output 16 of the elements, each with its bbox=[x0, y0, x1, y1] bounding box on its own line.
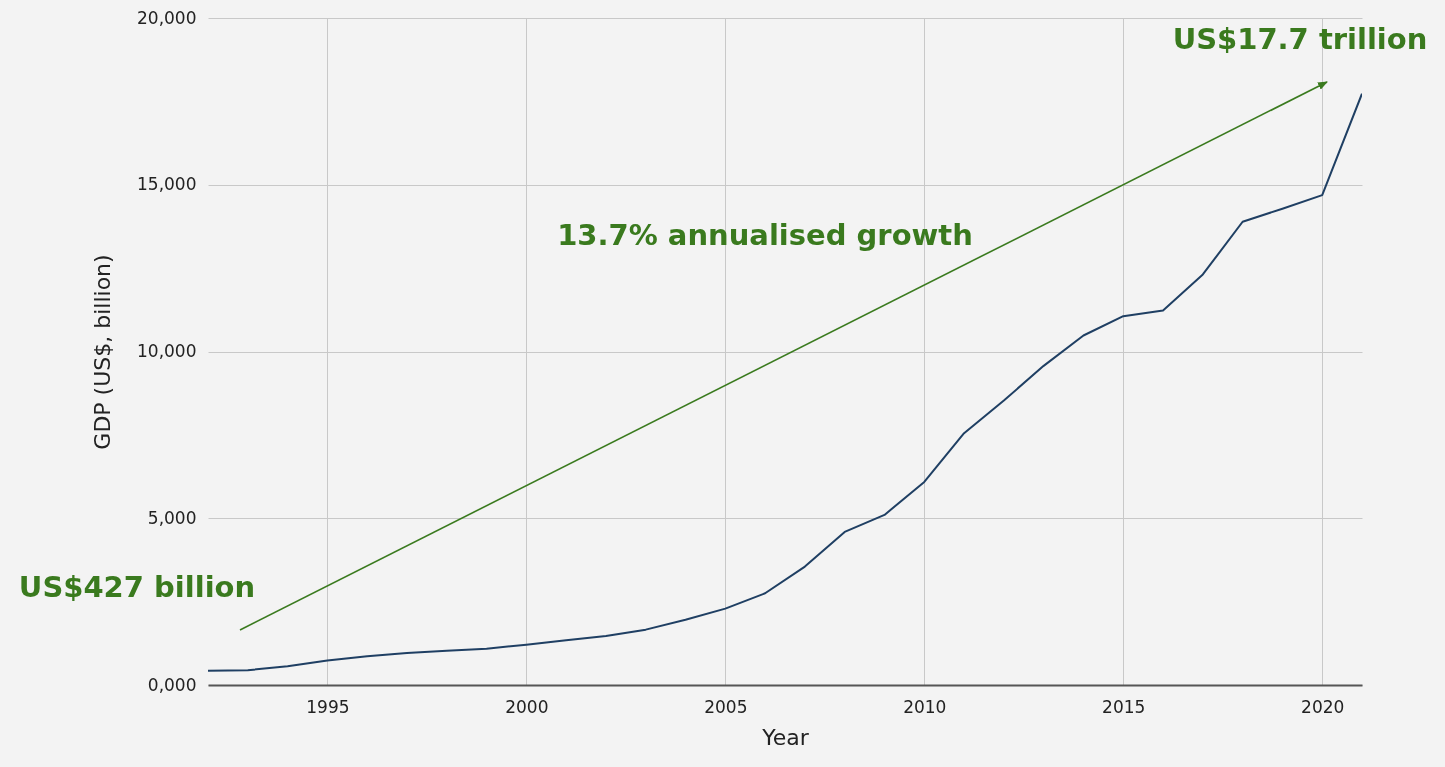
x-tick-label: 1995 bbox=[306, 696, 350, 717]
y-axis-title: GDP (US$, billion) bbox=[90, 254, 116, 450]
y-tick-label: 20,000 bbox=[137, 7, 197, 28]
y-tick-label: 5,000 bbox=[147, 507, 197, 528]
x-axis-title: Year bbox=[761, 724, 810, 750]
x-tick-label: 2000 bbox=[505, 696, 549, 717]
annotation: US$427 billion bbox=[18, 570, 256, 604]
y-tick-label: 0,000 bbox=[147, 674, 197, 695]
y-tick-label: 15,000 bbox=[137, 174, 197, 195]
x-tick-label: 2015 bbox=[1102, 696, 1146, 717]
x-tick-label: 2020 bbox=[1301, 696, 1345, 717]
y-tick-label: 10,000 bbox=[137, 341, 197, 361]
annotation: US$17.7 trillion bbox=[1172, 22, 1428, 56]
x-tick-label: 2010 bbox=[903, 696, 947, 717]
annotation: 13.7% annualised growth bbox=[557, 218, 973, 252]
x-tick-label: 2005 bbox=[704, 696, 748, 717]
